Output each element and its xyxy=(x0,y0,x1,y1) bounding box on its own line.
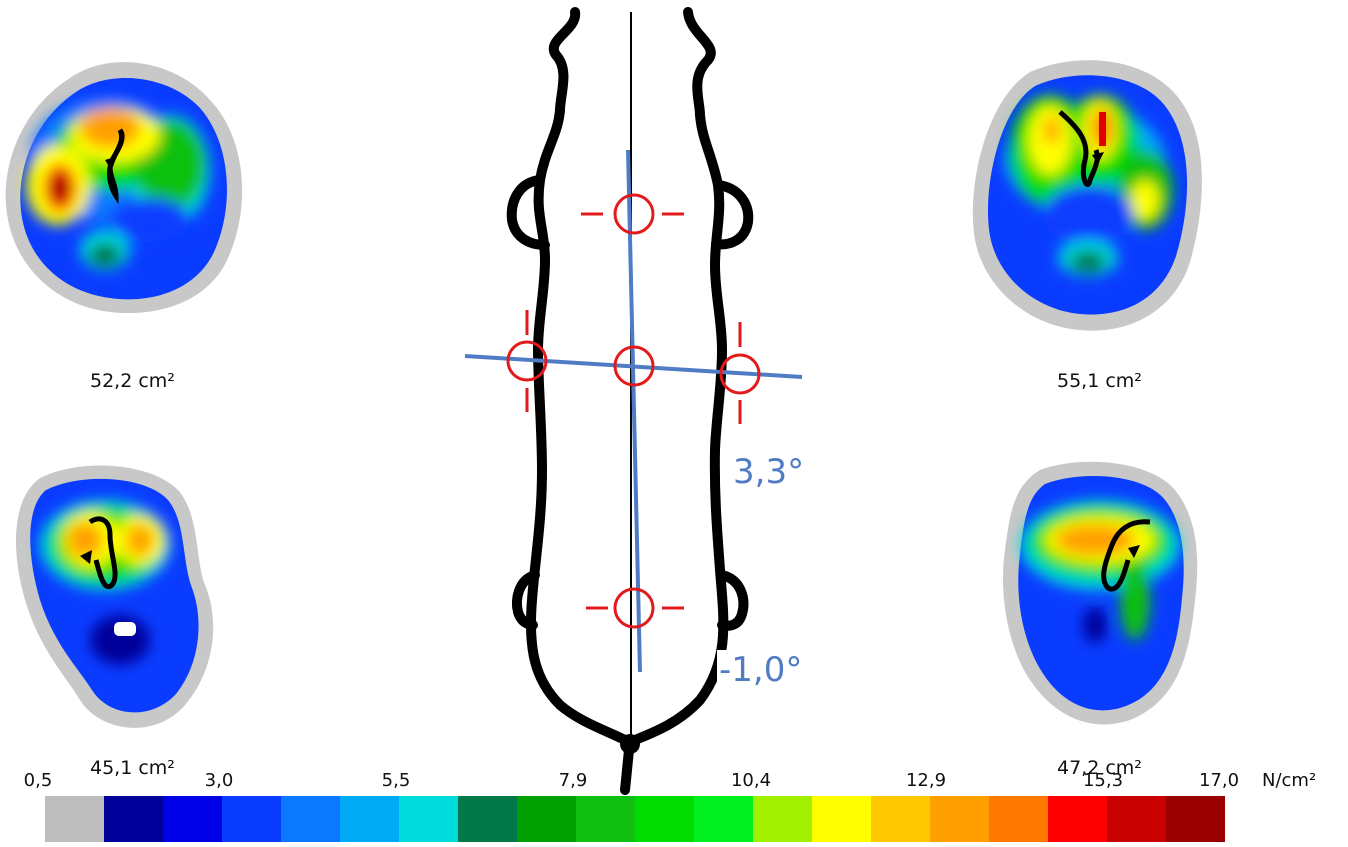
scale-swatch xyxy=(1166,796,1225,842)
marker-left xyxy=(506,310,548,412)
scale-swatch xyxy=(340,796,399,842)
paw-front-right xyxy=(972,60,1202,331)
scale-tick: 5,5 xyxy=(381,770,411,791)
scale-tick: 10,4 xyxy=(730,770,772,791)
scale-swatch xyxy=(694,796,753,842)
body-outline xyxy=(506,7,754,795)
scale-swatch xyxy=(1048,796,1107,842)
paw-rear-right xyxy=(1002,461,1198,725)
scale-swatch xyxy=(222,796,281,842)
angle-label-upper: 3,3° xyxy=(731,452,807,492)
marker-shoulder-center xyxy=(581,193,684,235)
area-label-front-right: 55,1 cm² xyxy=(1057,370,1142,392)
area-label-front-left: 52,2 cm² xyxy=(90,370,175,392)
scale-swatch xyxy=(871,796,930,842)
scale-swatch xyxy=(517,796,576,842)
scale-swatch xyxy=(163,796,222,842)
scale-swatch xyxy=(1107,796,1166,842)
scale-tick: 15,3 xyxy=(1082,770,1124,791)
marker-hip-center xyxy=(586,587,684,629)
scale-swatch xyxy=(989,796,1048,842)
scale-swatch xyxy=(812,796,871,842)
area-label-rear-right: 47,2 cm² xyxy=(1057,757,1142,779)
paw-rear-left xyxy=(15,465,214,728)
scale-tick: 12,9 xyxy=(905,770,947,791)
scale-swatch xyxy=(399,796,458,842)
pressure-color-scale xyxy=(45,796,1225,842)
scale-tick: 7,9 xyxy=(558,770,588,791)
scale-swatch xyxy=(458,796,517,842)
scale-swatch xyxy=(753,796,812,842)
scale-tick: 0,5 xyxy=(23,770,53,791)
angle-label-lower: -1,0° xyxy=(717,650,805,690)
marker-mid-center xyxy=(613,345,655,387)
shoulder-axis-line xyxy=(464,354,803,379)
scale-swatch xyxy=(45,796,104,842)
paw-front-left xyxy=(5,62,243,314)
scale-swatch xyxy=(576,796,635,842)
scale-swatch xyxy=(104,796,163,842)
scale-unit: N/cm² xyxy=(1262,770,1317,791)
area-label-rear-left: 45,1 cm² xyxy=(90,757,175,779)
marker-right xyxy=(719,322,761,424)
body-axis-line xyxy=(626,149,642,673)
scale-swatch xyxy=(930,796,989,842)
scale-tick: 3,0 xyxy=(204,770,234,791)
scale-tick: 17,0 xyxy=(1198,770,1240,791)
scale-swatch xyxy=(281,796,340,842)
scale-swatch xyxy=(635,796,694,842)
